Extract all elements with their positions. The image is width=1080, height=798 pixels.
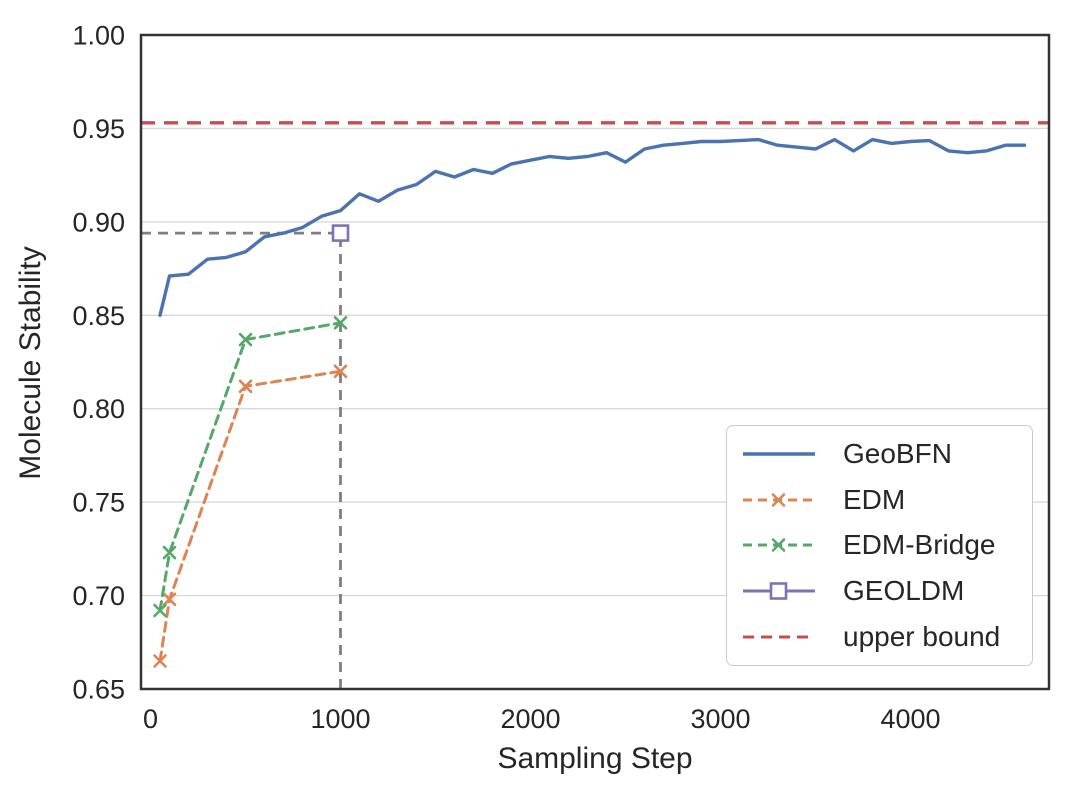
series-edm-line xyxy=(158,369,342,663)
x-tick-label: 3000 xyxy=(690,704,750,734)
plot-border xyxy=(139,33,1051,691)
series-edm-marker xyxy=(162,592,177,607)
legend-sample-upper-bound xyxy=(743,635,815,639)
series-edm-bridge-line xyxy=(158,321,342,612)
y-tick-label: 0.70 xyxy=(72,581,125,611)
series-edm-bridge-marker xyxy=(333,316,348,330)
x-tick-label: 2000 xyxy=(500,704,560,734)
x-axis-label: Sampling Step xyxy=(497,742,693,775)
legend-label-geoldm: GEOLDM xyxy=(843,575,965,607)
y-tick-label: 0.75 xyxy=(72,488,125,518)
series-geoldm-marker xyxy=(331,224,350,242)
series-edm-marker xyxy=(238,379,253,394)
x-tick-label: 1000 xyxy=(310,704,370,734)
legend-marker-edm-bridge xyxy=(771,538,786,553)
legend-label-edm-bridge: EDM-Bridge xyxy=(843,529,996,561)
legend-item-geobfn: GeoBFN xyxy=(727,431,1032,477)
series-edm-bridge-marker xyxy=(162,545,177,560)
legend-sample-geobfn xyxy=(743,452,815,456)
legend-label-geobfn: GeoBFN xyxy=(843,437,952,469)
series-edm-marker xyxy=(333,364,348,379)
legend-label-upper-bound: upper bound xyxy=(843,621,1001,653)
y-tick-label: 0.95 xyxy=(72,114,125,144)
y-tick-label: 0.80 xyxy=(72,394,125,424)
series-geobfn-line xyxy=(158,137,1027,317)
legend-marker-geoldm xyxy=(769,582,788,601)
y-tick-label: 0.65 xyxy=(72,675,125,705)
legend-box: GeoBFN EDM EDM-Bridge GEOLDM upper bound xyxy=(726,425,1033,666)
series-edm-bridge-marker xyxy=(238,332,253,347)
legend-sample-geoldm xyxy=(743,582,815,601)
series-edm-bridge-marker xyxy=(153,603,167,618)
legend-sample-edm xyxy=(743,492,815,507)
legend-label-edm: EDM xyxy=(843,483,906,515)
legend-item-upper-bound: upper bound xyxy=(727,614,1032,660)
series-edm-marker xyxy=(153,654,167,668)
legend-sample-edm-bridge xyxy=(743,538,815,553)
legend-item-edm-bridge: EDM-Bridge xyxy=(727,523,1032,569)
x-tick-label: 4000 xyxy=(880,704,940,734)
y-axis-label: Molecule Stability xyxy=(14,246,47,480)
x-tick-label: 0 xyxy=(143,704,158,734)
y-tick-label: 0.85 xyxy=(72,301,125,331)
legend-item-edm: EDM xyxy=(727,477,1032,523)
legend-marker-edm xyxy=(771,492,786,507)
y-tick-label: 1.00 xyxy=(72,21,125,51)
legend-item-geoldm: GEOLDM xyxy=(727,568,1032,614)
y-tick-label: 0.90 xyxy=(72,207,125,237)
